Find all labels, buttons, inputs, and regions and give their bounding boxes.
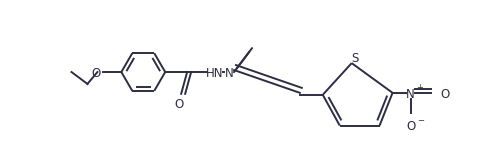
Text: O: O <box>91 67 100 80</box>
Text: HN: HN <box>206 67 224 80</box>
Text: −: − <box>418 116 424 125</box>
Text: N: N <box>225 67 233 80</box>
Text: S: S <box>351 52 359 65</box>
Text: +: + <box>417 83 423 92</box>
Text: O: O <box>441 88 450 101</box>
Text: N: N <box>406 88 415 101</box>
Text: O: O <box>175 98 184 111</box>
Text: O: O <box>406 120 415 132</box>
